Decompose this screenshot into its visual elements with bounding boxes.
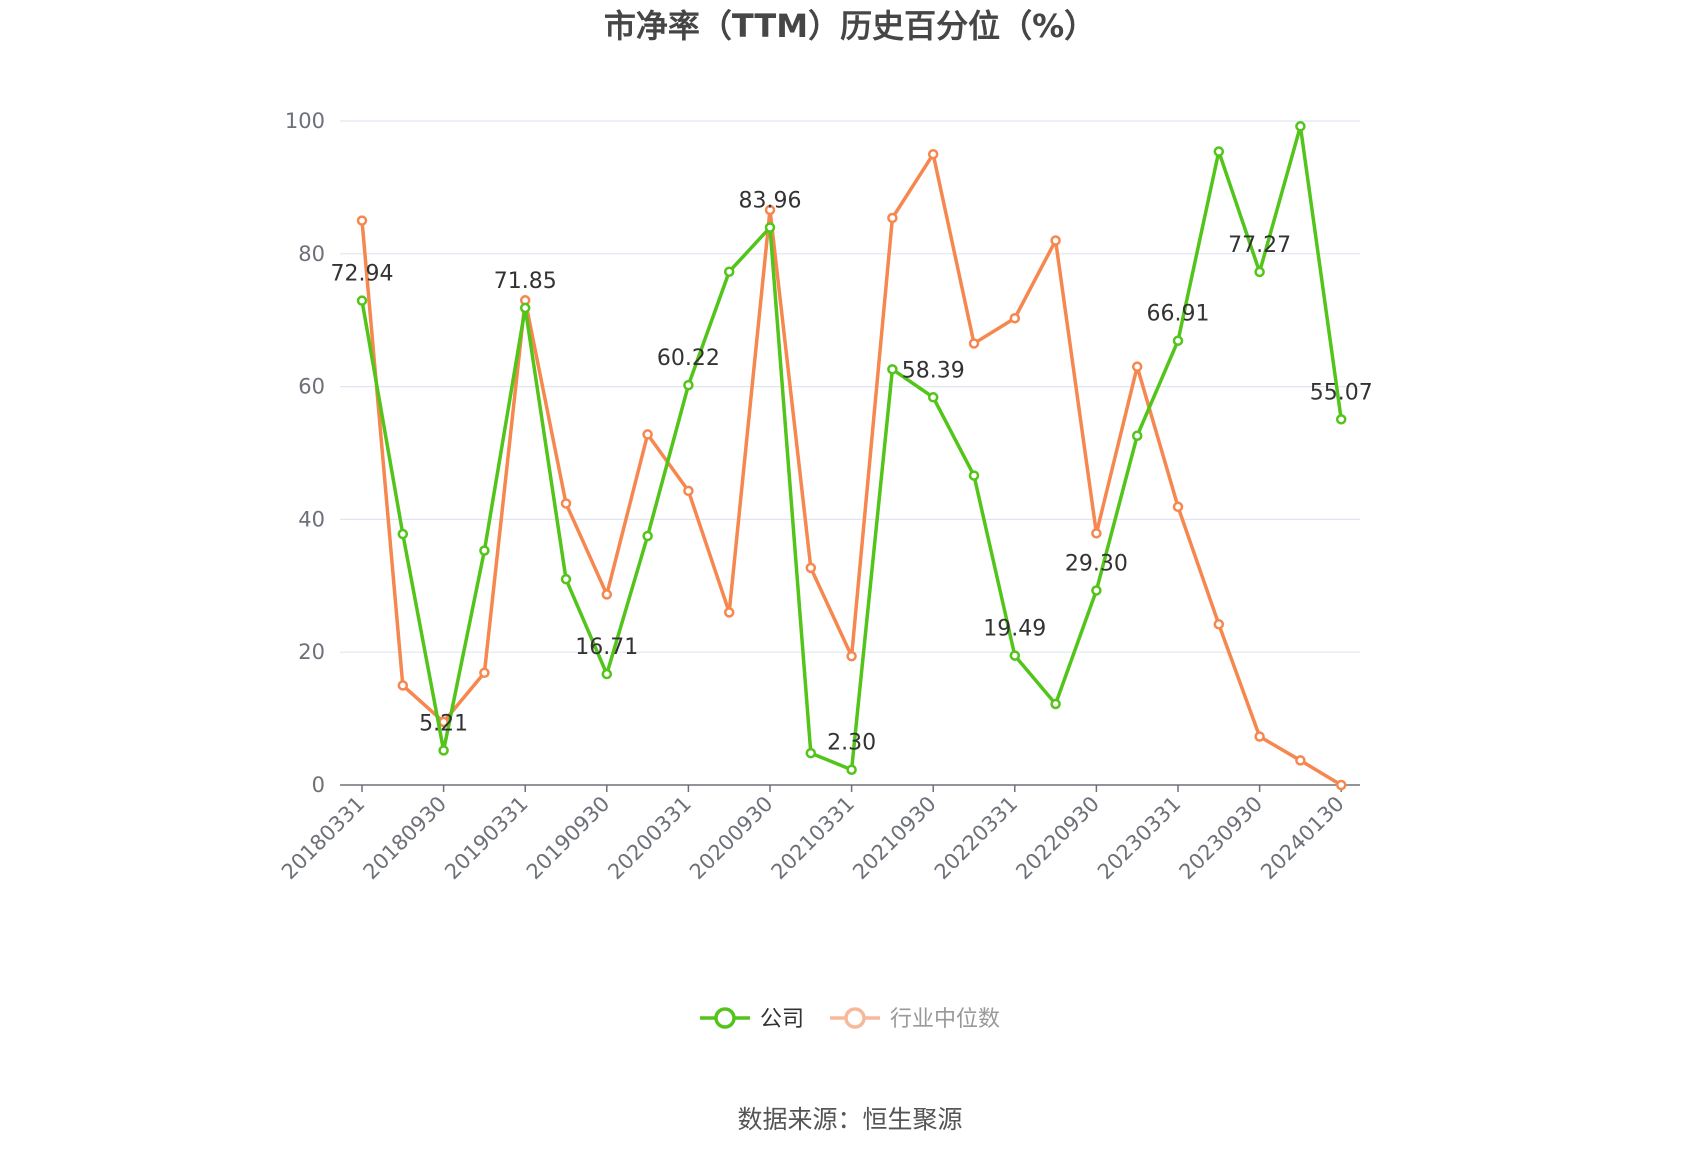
x-tick-label: 20180930 (359, 792, 452, 885)
legend[interactable]: 公司 行业中位数 (700, 1007, 1000, 1032)
y-tick-label: 40 (298, 507, 325, 531)
x-tick-label: 20200930 (685, 792, 778, 885)
legend-item[interactable]: 公司 (700, 1007, 804, 1032)
data-labels: 72.94 5.21 71.85 16.71 60.22 83.96 2.30 58.39 19… (331, 189, 1373, 756)
y-axis: 0 20 40 60 80 100 (285, 109, 325, 797)
data-label: 58.39 (902, 358, 965, 383)
data-point[interactable] (1254, 266, 1265, 278)
data-point[interactable] (887, 212, 898, 224)
series-line (360, 152, 1343, 787)
data-point[interactable] (683, 485, 694, 497)
x-tick-label: 20200331 (603, 792, 696, 885)
x-axis: 2018033120180930201903312019093020200331… (277, 784, 1360, 885)
data-label: 2.30 (827, 731, 876, 756)
legend-label: 公司 (760, 1007, 804, 1032)
data-point[interactable] (1172, 335, 1184, 346)
data-point[interactable] (642, 429, 653, 440)
data-point[interactable] (846, 764, 857, 775)
data-point[interactable] (968, 470, 980, 481)
data-label: 72.94 (331, 262, 394, 287)
data-point[interactable] (479, 545, 490, 556)
data-point[interactable] (1335, 779, 1347, 791)
x-tick-label: 20230331 (1093, 792, 1186, 885)
data-point[interactable] (1050, 235, 1061, 246)
data-point[interactable] (1295, 755, 1306, 766)
data-source: 数据来源：恒生聚源 (737, 1105, 962, 1134)
x-tick-label: 20220930 (1011, 792, 1104, 885)
data-label: 71.85 (494, 269, 557, 294)
data-point[interactable] (1091, 528, 1102, 539)
data-point[interactable] (519, 302, 531, 314)
data-label: 16.71 (575, 635, 638, 660)
data-point[interactable] (560, 573, 572, 585)
x-tick-label: 20210331 (767, 792, 860, 885)
y-tick-label: 80 (298, 242, 325, 266)
data-label: 19.49 (983, 617, 1046, 642)
x-tick-label: 20220331 (930, 792, 1023, 885)
legend-marker (844, 1007, 866, 1029)
data-label: 60.22 (657, 346, 720, 371)
data-point[interactable] (968, 338, 980, 349)
data-label: 83.96 (739, 189, 802, 214)
data-point[interactable] (1254, 731, 1265, 742)
data-point[interactable] (601, 589, 613, 600)
data-point[interactable] (1091, 585, 1102, 596)
data-point[interactable] (1050, 698, 1061, 710)
data-point[interactable] (764, 222, 776, 233)
x-tick-label: 20240130 (1256, 792, 1349, 885)
data-label: 29.30 (1065, 551, 1128, 576)
data-point[interactable] (723, 266, 735, 277)
chart-title: 市净率（TTM）历史百分位（%） (604, 7, 1096, 45)
series-layer (356, 121, 1347, 791)
data-point[interactable] (642, 530, 653, 542)
data-point[interactable] (927, 392, 939, 403)
data-point[interactable] (601, 668, 613, 680)
data-point[interactable] (397, 528, 409, 540)
y-tick-label: 100 (285, 109, 325, 133)
data-point[interactable] (805, 562, 817, 574)
data-point[interactable] (764, 204, 776, 216)
data-point[interactable] (1009, 312, 1021, 324)
data-point[interactable] (1335, 414, 1347, 425)
data-point[interactable] (438, 745, 449, 756)
x-tick-label: 20190331 (440, 792, 533, 885)
data-point[interactable] (356, 295, 368, 306)
x-tick-label: 20180331 (277, 792, 370, 885)
data-point[interactable] (1131, 361, 1143, 372)
data-point[interactable] (887, 364, 898, 375)
data-point[interactable] (927, 148, 939, 160)
legend-label: 行业中位数 (890, 1007, 1000, 1032)
data-point[interactable] (397, 680, 409, 691)
data-point[interactable] (1172, 501, 1184, 513)
data-point[interactable] (1295, 121, 1306, 132)
data-point[interactable] (1213, 619, 1225, 630)
grid-lines (340, 120, 1360, 653)
data-point[interactable] (560, 498, 572, 509)
data-point[interactable] (1009, 650, 1021, 661)
x-tick-label: 20190930 (522, 792, 615, 885)
x-tick-label: 20210930 (848, 792, 941, 885)
data-point[interactable] (356, 215, 368, 226)
data-point[interactable] (846, 650, 857, 662)
data-label: 55.07 (1310, 380, 1373, 405)
data-point[interactable] (805, 747, 817, 759)
x-tick-label: 20230930 (1175, 792, 1268, 885)
y-tick-label: 0 (312, 773, 325, 797)
y-tick-label: 60 (298, 375, 325, 399)
legend-marker (714, 1007, 736, 1029)
legend-item[interactable]: 行业中位数 (830, 1007, 1000, 1032)
data-point[interactable] (479, 667, 490, 679)
data-label: 5.21 (419, 711, 468, 736)
data-point[interactable] (1131, 430, 1143, 441)
y-tick-label: 20 (298, 640, 325, 664)
data-label: 66.91 (1147, 302, 1210, 327)
data-point[interactable] (683, 379, 694, 391)
data-point[interactable] (723, 607, 735, 618)
data-label: 77.27 (1228, 233, 1291, 258)
data-point[interactable] (1213, 146, 1225, 157)
